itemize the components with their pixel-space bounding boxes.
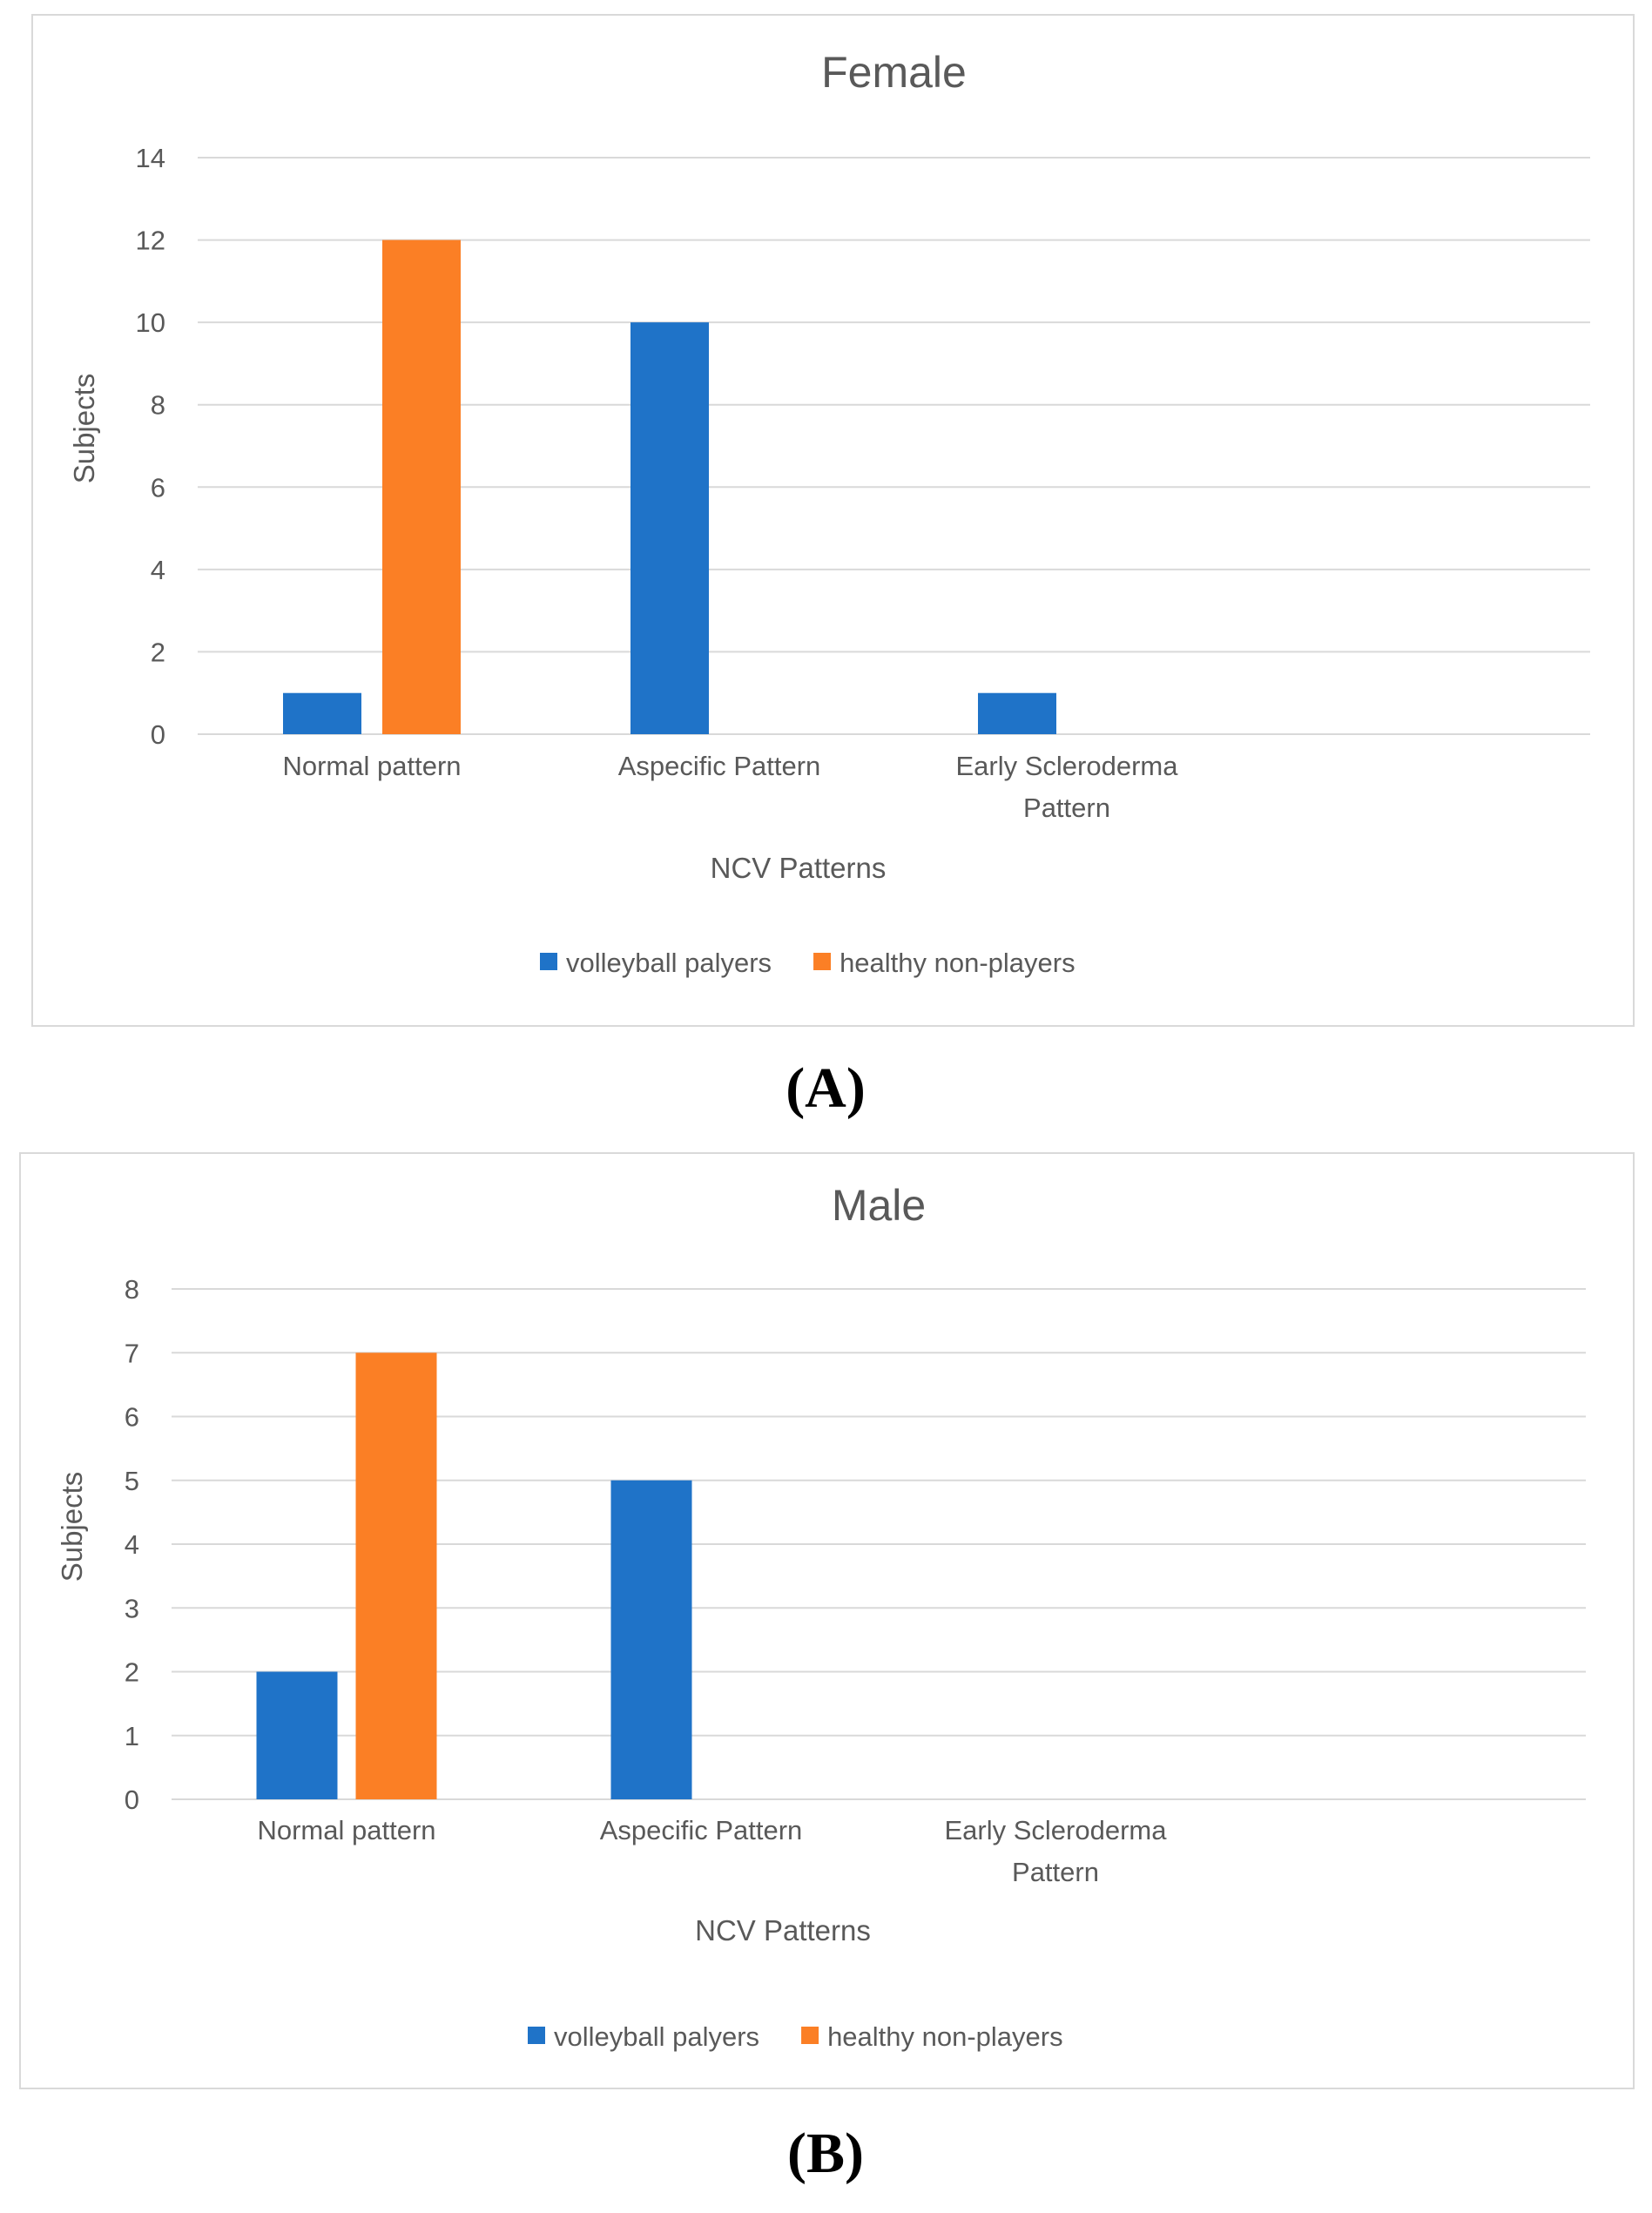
female-chart-title: Female xyxy=(821,48,967,97)
female-y-tick-label: 8 xyxy=(151,390,165,421)
female-category-label: Normal pattern xyxy=(282,751,461,781)
male-category-label: Aspecific Pattern xyxy=(600,1815,803,1845)
female-legend-swatch-series-1 xyxy=(540,953,557,970)
male-y-tick-label: 4 xyxy=(125,1529,139,1560)
male-x-axis-title: NCV Patterns xyxy=(695,1914,871,1946)
male-category-label: Normal pattern xyxy=(257,1815,435,1845)
male-y-tick-label: 5 xyxy=(125,1466,139,1496)
female-y-axis-title: Subjects xyxy=(68,374,100,484)
female-y-tick-label: 0 xyxy=(151,719,165,750)
female-y-tick-label: 10 xyxy=(136,307,165,338)
male-bar-series-2 xyxy=(355,1353,437,1799)
male-y-tick-label: 6 xyxy=(125,1402,139,1433)
male-y-axis-title: Subjects xyxy=(56,1472,88,1582)
male-y-tick-label: 8 xyxy=(125,1274,139,1305)
female-y-tick-label: 14 xyxy=(136,143,165,173)
male-y-tick-label: 7 xyxy=(125,1338,139,1368)
female-bar-series-1 xyxy=(978,692,1056,734)
chart-panel-female: Female 0 2 4 6 8 10 12 14 Normal pattern Aspecific… xyxy=(31,14,1635,1027)
female-category-label: Early Scleroderma xyxy=(956,751,1179,781)
male-chart-svg: Male 0 1 2 3 4 5 6 7 8 Normal pattern Aspecific Pat… xyxy=(56,1181,1586,2052)
female-bar-series-1 xyxy=(630,322,709,734)
female-chart-svg: Female 0 2 4 6 8 10 12 14 Normal pattern Aspecific… xyxy=(68,48,1590,978)
female-bar-series-2 xyxy=(382,240,461,735)
male-category-label: Pattern xyxy=(1012,1857,1099,1887)
male-y-tick-label: 1 xyxy=(125,1721,139,1751)
male-y-tick-label: 3 xyxy=(125,1593,139,1623)
female-y-tick-label: 6 xyxy=(151,472,165,503)
male-bar-series-1 xyxy=(610,1480,692,1799)
panel-label-b: (B) xyxy=(787,2122,864,2185)
male-category-label: Early Scleroderma xyxy=(945,1815,1168,1845)
male-legend-label-series-1: volleyball palyers xyxy=(554,2021,759,2052)
male-legend-label-series-2: healthy non-players xyxy=(827,2021,1063,2052)
panel-label-a: (A) xyxy=(786,1056,866,1120)
female-x-axis-title: NCV Patterns xyxy=(711,852,887,884)
female-legend-label-series-2: healthy non-players xyxy=(839,948,1075,978)
female-category-label: Aspecific Pattern xyxy=(618,751,821,781)
female-y-tick-label: 2 xyxy=(151,637,165,667)
male-y-tick-label: 2 xyxy=(125,1657,139,1688)
male-bar-series-1 xyxy=(256,1671,338,1799)
female-legend-label-series-1: volleyball palyers xyxy=(566,948,772,978)
female-legend-swatch-series-2 xyxy=(813,953,832,970)
female-y-tick-label: 4 xyxy=(151,555,165,585)
male-legend-swatch-series-2 xyxy=(801,2027,819,2044)
female-y-tick-label: 12 xyxy=(136,226,165,256)
male-y-tick-label: 0 xyxy=(125,1785,139,1815)
male-chart-title: Male xyxy=(832,1181,926,1230)
female-bar-series-1 xyxy=(283,692,361,734)
female-category-label: Pattern xyxy=(1023,793,1110,823)
male-legend-swatch-series-1 xyxy=(528,2027,545,2044)
chart-panel-male: Male 0 1 2 3 4 5 6 7 8 Normal pattern Aspecific Pat… xyxy=(19,1152,1635,2089)
